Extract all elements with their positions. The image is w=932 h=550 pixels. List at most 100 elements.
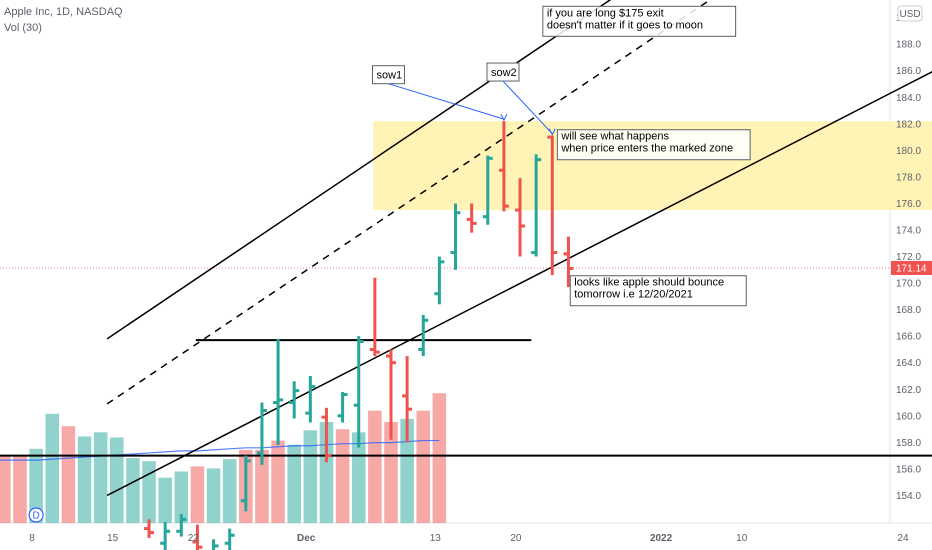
ohlc-bar: [482, 155, 493, 225]
currency-badge-label: USD: [899, 9, 920, 20]
callout-sow2[interactable]: sow2: [486, 62, 556, 136]
ohlc-bar: [434, 256, 445, 305]
ohlc-bar: [256, 402, 267, 465]
ohlc-bar: [273, 338, 284, 446]
volume-ma-series: [0, 439, 440, 461]
y-tick-label: 168.0: [896, 305, 921, 316]
volume-bar: [77, 436, 92, 523]
ohlc-bar: [563, 236, 574, 288]
ohlc-bar: [353, 336, 364, 448]
ohlc-bar: [305, 376, 316, 423]
y-tick-label: 182.0: [896, 119, 921, 130]
y-tick-label: 158.0: [896, 438, 921, 449]
ohlc-bar: [337, 391, 348, 423]
y-tick-label: 154.0: [896, 491, 921, 502]
ohlc-bar: [466, 203, 477, 233]
ohlc-bar: [160, 522, 171, 550]
ohlc-bar: [240, 455, 251, 512]
ohlc-bar: [321, 407, 332, 463]
last-price-label: 171.14: [891, 260, 932, 275]
x-tick-label: Dec: [297, 533, 316, 544]
volume-bar: [319, 422, 334, 523]
volume-bar: [0, 456, 11, 523]
volume-bar: [93, 432, 108, 523]
volume-bar: [126, 458, 140, 523]
last-price-label-bg: [891, 260, 932, 275]
x-tick-label: 2022: [650, 533, 673, 544]
volume-bar: [416, 410, 431, 523]
note-exit-line: doesn't matter if it goes to moon: [547, 19, 703, 31]
trend-lines[interactable]: [0, 0, 932, 497]
y-tick-label: 188.0: [896, 40, 921, 51]
time-axis[interactable]: 81522Dec132020221024Feb: [29, 533, 932, 544]
ohlc-bar: [144, 519, 155, 538]
y-tick-label: 184.0: [896, 93, 921, 104]
note-zone-line: will see what happens: [560, 131, 669, 143]
last-price-label-text: 171.14: [896, 263, 927, 274]
callout-sow1-arrow: [388, 83, 505, 120]
ohlc-bar: [515, 178, 526, 257]
note-zone-box: [556, 129, 751, 161]
note-exit-line: if you are long $175 exit: [547, 7, 664, 19]
event-markers[interactable]: DE: [28, 507, 932, 523]
x-tick-label: 20: [510, 533, 522, 544]
ohlc-bar: [224, 528, 235, 550]
volume-indicator-label: Vol (30): [4, 22, 42, 34]
volume-bar: [61, 426, 76, 523]
callout-sow1[interactable]: sow1: [371, 65, 508, 122]
callout-sow1-label: sow1: [376, 70, 402, 82]
symbol-title: Apple Inc, 1D, NASDAQ: [4, 6, 123, 18]
y-tick-label: 178.0: [896, 172, 921, 183]
channel-lower[interactable]: [106, 68, 932, 497]
currency-badge-box: [897, 5, 923, 22]
x-tick-label: 15: [107, 533, 119, 544]
volume-bar: [368, 410, 382, 523]
volume-bar: [13, 455, 27, 523]
volume-bar: [255, 449, 269, 523]
y-tick-label: 186.0: [896, 66, 921, 77]
x-tick-label: 8: [29, 533, 35, 544]
note-zone-line: when price enters the marked zone: [560, 143, 733, 155]
price-axis[interactable]: 154.0 156.0 158.0 160.0 162.0 164.0 166.0 168.0…: [891, 5, 932, 502]
ohlc-bar: [498, 121, 509, 212]
volume-bar: [45, 413, 60, 523]
y-tick-label: 174.0: [896, 226, 921, 237]
currency-badge[interactable]: USD: [897, 5, 923, 22]
volume-bar: [174, 471, 189, 523]
volume-bar: [400, 418, 414, 523]
ohlc-bar: [212, 539, 219, 550]
ohlc-bar: [176, 514, 187, 537]
volume-bar: [29, 448, 43, 523]
y-tick-label: 180.0: [896, 146, 921, 157]
ohlc-bar: [402, 356, 413, 443]
volume-bar: [384, 422, 398, 523]
x-tick-label: 24: [897, 533, 909, 544]
volume-bar: [110, 437, 124, 523]
volume-bar: [432, 393, 447, 523]
channel-upper[interactable]: [106, 0, 722, 340]
callout-sow2-arrow: [502, 80, 553, 135]
note-bounce-line: looks like apple should bounce: [574, 277, 724, 289]
ohlc-bar: [369, 277, 380, 357]
volume-bar: [206, 468, 221, 523]
note-bounce-box: [569, 275, 747, 307]
ohlc-bar: [192, 524, 203, 550]
volume-bar: [222, 459, 237, 523]
channel-middle[interactable]: [106, 0, 802, 405]
y-tick-label: 166.0: [896, 332, 921, 343]
volume-bar: [287, 444, 301, 523]
callout-sow1-arrowhead: [500, 113, 508, 122]
volume-ma-line: [0, 439, 440, 461]
volume-bar: [271, 440, 285, 523]
x-tick-label: 13: [430, 533, 442, 544]
dividend-marker[interactable]: D: [28, 507, 44, 523]
y-tick-label: 172.0: [896, 252, 921, 263]
ohlc-bar: [418, 314, 429, 357]
y-tick-label: 170.0: [896, 279, 921, 290]
